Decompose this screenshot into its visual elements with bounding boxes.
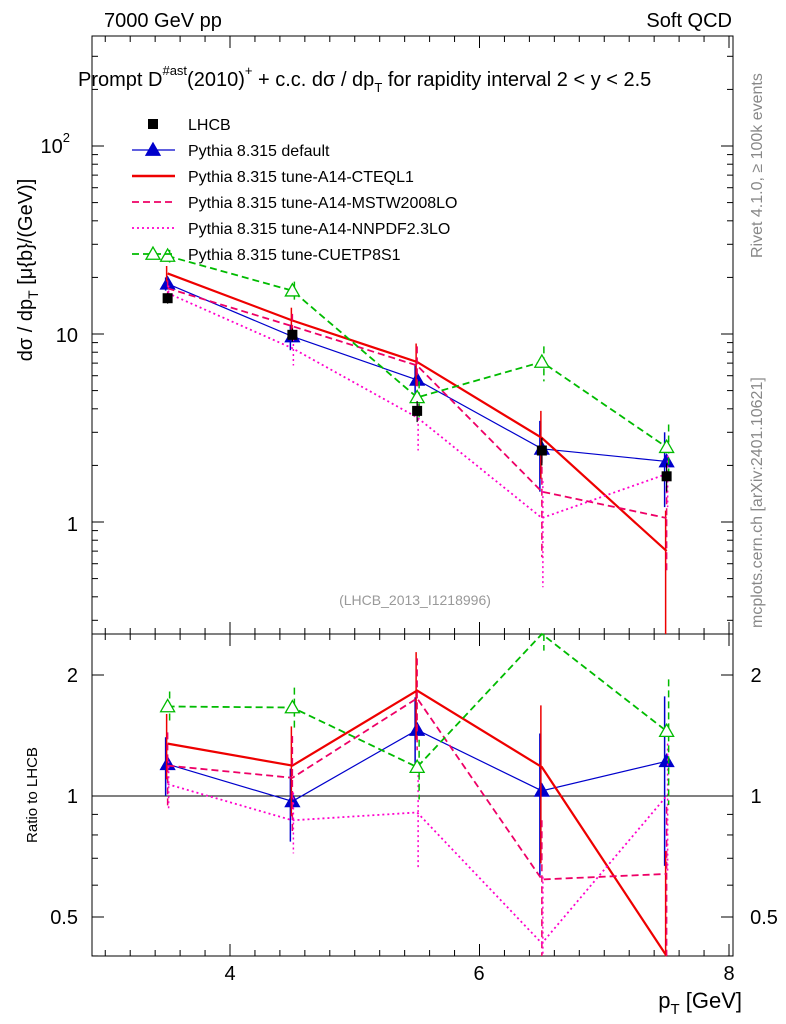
mcplots-credit-text: mcplots.cern.ch [arXiv:2401.10621] <box>749 377 766 628</box>
legend-label-0: Pythia 8.315 default <box>188 143 330 160</box>
ratio-tick-label-0.5: 0.5 <box>50 907 78 929</box>
legend-label-3: Pythia 8.315 tune-A14-NNPDF2.3LO <box>188 221 450 238</box>
ratio-marker-4 <box>658 722 675 738</box>
ratio-axis-label: Ratio to LHCB <box>24 747 41 843</box>
analysis-tag: (LHCB_2013_I1218996) <box>339 592 491 608</box>
legend-label-data: LHCB <box>188 117 231 134</box>
x-axis-label: pT [GeV] <box>658 988 742 1018</box>
header-right: Soft QCD <box>646 10 732 32</box>
ratio-marker-4 <box>159 698 176 713</box>
axis-ticks <box>92 36 733 957</box>
data-point <box>536 445 547 456</box>
main-plot-series <box>159 247 675 634</box>
ratio-line-2 <box>167 697 667 881</box>
ratio-tick-label-right-1: 1 <box>750 786 761 808</box>
legend-label-4: Pythia 8.315 tune-CUETP8S1 <box>188 247 401 264</box>
y-tick-label-1: 1 <box>67 514 78 536</box>
ratio-tick-label-right-2: 2 <box>750 665 761 687</box>
x-tick-label-8: 8 <box>723 963 734 985</box>
data-point <box>287 329 298 340</box>
legend-label-2: Pythia 8.315 tune-A14-MSTW2008LO <box>188 195 457 212</box>
ratio-marker-0 <box>533 782 550 797</box>
legend-marker-data <box>148 119 158 129</box>
y-tick-label-100: 102 <box>41 130 70 158</box>
data-point <box>412 405 423 416</box>
ratio-line-1 <box>167 689 668 957</box>
legend-label-1: Pythia 8.315 tune-A14-CTEQL1 <box>188 169 414 186</box>
data-point <box>661 471 672 482</box>
ratio-tick-label-1: 1 <box>67 786 78 808</box>
ratio-line-3 <box>167 783 668 945</box>
x-tick-label-4: 4 <box>224 963 235 985</box>
legend-marker-0 <box>144 141 162 156</box>
series-line-4 <box>167 255 668 448</box>
ratio-tick-label-right-0.5: 0.5 <box>750 907 778 929</box>
ratio-tick-label-2: 2 <box>67 665 78 687</box>
series-marker-4 <box>284 282 301 297</box>
plot-title: Prompt D#ast(2010)+ + c.c. dσ / dpT for … <box>78 63 651 95</box>
x-tick-label-6: 6 <box>473 963 484 985</box>
series-line-3 <box>167 292 667 520</box>
ratio-marker-0 <box>658 752 675 768</box>
header-left: 7000 GeV pp <box>104 10 222 32</box>
legend: LHCB Pythia 8.315 default Pythia 8.315 tun… <box>132 117 457 264</box>
series-marker-4 <box>658 438 675 454</box>
series-marker-4 <box>159 247 176 262</box>
y-axis-label: dσ / dpT [μ{b}/(GeV)] <box>15 179 41 362</box>
ratio-plot-frame <box>91 633 734 957</box>
ratio-marker-4 <box>284 699 301 714</box>
ratio-plot-series <box>159 632 675 957</box>
ratio-line-4 <box>167 632 668 769</box>
y-tick-label-10: 10 <box>56 325 78 347</box>
ratio-marker-4 <box>409 758 426 774</box>
data-point <box>162 293 173 304</box>
legend-marker-4 <box>144 245 162 260</box>
rivet-version-text: Rivet 4.1.0, ≥ 100k events <box>749 73 766 258</box>
series-marker-4 <box>533 353 550 368</box>
